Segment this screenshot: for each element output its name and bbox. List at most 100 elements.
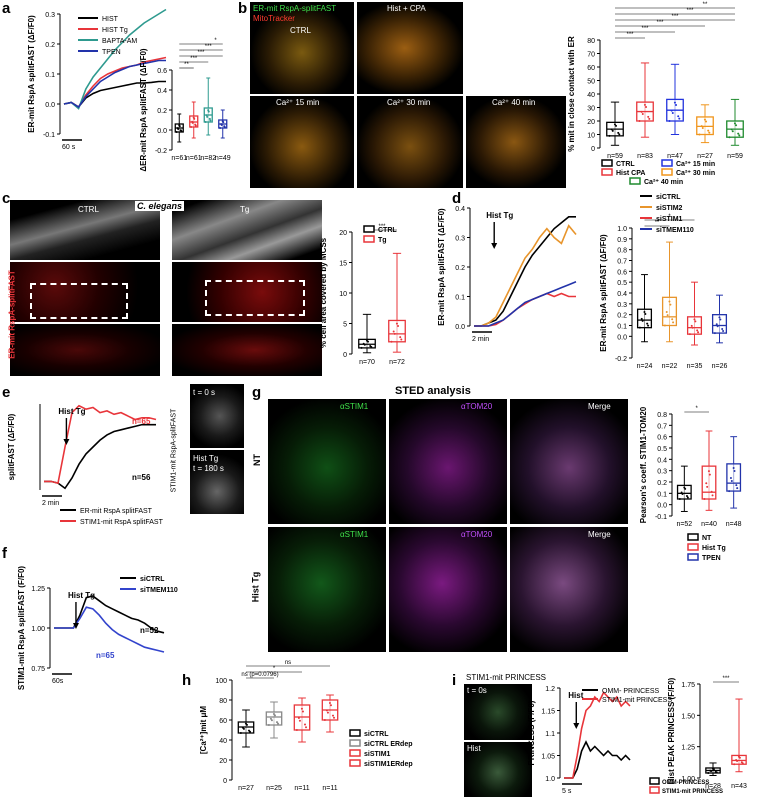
f-trace-ytick-label-0: 0.75 bbox=[31, 666, 45, 673]
h-box-point-2-3 bbox=[305, 726, 308, 729]
b-box-point-4-5 bbox=[733, 122, 736, 125]
g-box-legend-label-0: NT bbox=[702, 535, 712, 542]
h-box-point-3-1 bbox=[326, 711, 329, 714]
h-box-point-3-2 bbox=[329, 704, 332, 707]
a-box-sig-4: * bbox=[214, 38, 217, 44]
f-trace-legend-label-0: siCTRL bbox=[140, 576, 165, 583]
g-box-point-1-5 bbox=[707, 470, 710, 473]
g-box-box-2 bbox=[726, 463, 742, 492]
d-box-ytick-label-7: 0.6 bbox=[617, 269, 627, 276]
a-box-point-2-3 bbox=[209, 119, 212, 122]
panel-letter-c: c bbox=[2, 190, 11, 207]
d-box-ytick-label-1: 0.0 bbox=[617, 334, 627, 341]
e-trace-series-1 bbox=[44, 404, 157, 485]
e-trace-n-label-0: n=65 bbox=[132, 417, 151, 426]
b-image-ca-30: Ca²⁺ 30 min bbox=[357, 96, 463, 188]
d-box-box-1 bbox=[661, 296, 678, 327]
panel-letter-i: i bbox=[452, 672, 457, 689]
g-box-ytick-label-4: 0.3 bbox=[657, 469, 667, 476]
h-box-point-0-0 bbox=[239, 732, 242, 734]
h-box-legend-label-1: siCTRL ERdep bbox=[364, 741, 413, 748]
d-box-ytick-label-9: 0.8 bbox=[617, 248, 627, 255]
a-trace-ytick-label-3: 0.2 bbox=[45, 42, 55, 49]
i-trace-ytick-label-4: 1.2 bbox=[545, 686, 555, 693]
b-box-point-0-1 bbox=[611, 129, 614, 132]
h-box-point-0-4 bbox=[241, 726, 244, 729]
c-roi-ctrl bbox=[30, 283, 128, 319]
d-box-ytick-label-3: 0.2 bbox=[617, 313, 627, 320]
d-box-point-3-0 bbox=[713, 332, 716, 335]
b-box-point-4-1 bbox=[731, 130, 734, 133]
i-trace-ytick-label-0: 1.0 bbox=[545, 776, 555, 783]
e-trace-ylabel: splitFAST (ΔF/F0) bbox=[7, 413, 16, 480]
a-trace-legend-label-1: HIST Tg bbox=[102, 27, 128, 34]
a-box-n-label-2: n=82 bbox=[200, 155, 216, 162]
h-box-ytick-label-5: 100 bbox=[215, 678, 227, 685]
a-box-point-0-6 bbox=[179, 129, 182, 132]
h-box-point-3-5 bbox=[328, 702, 331, 704]
h-box-ytick-label-1: 20 bbox=[219, 758, 227, 765]
g-box-point-1-6 bbox=[710, 490, 713, 493]
g-box-ytick-label-8: 0.7 bbox=[657, 423, 667, 430]
b-box-point-4-4 bbox=[730, 128, 733, 131]
d-box-point-1-4 bbox=[665, 310, 668, 313]
b-image-ca-15: Ca²⁺ 15 min bbox=[250, 96, 354, 188]
b-box-legend-label-0: CTRL bbox=[616, 161, 635, 168]
i-image-title: STIM1-mit PRINCESS bbox=[466, 673, 547, 682]
h-box-point-2-2 bbox=[301, 710, 304, 713]
b-box-point-3-6 bbox=[707, 129, 710, 132]
a-trace-scale-label: 60 s bbox=[62, 144, 76, 151]
c-header-tg: Tg bbox=[240, 205, 250, 214]
g-box-point-1-4 bbox=[705, 482, 708, 485]
a-box-sig-0: ** bbox=[184, 62, 189, 68]
d-box-ytick-label-8: 0.7 bbox=[617, 259, 627, 266]
h-box-legend-label-3: siSTIM1ERdep bbox=[364, 761, 413, 768]
h-box-point-2-5 bbox=[300, 707, 303, 710]
c-box-n-label-0: n=70 bbox=[359, 359, 375, 366]
b-box-point-1-6 bbox=[647, 115, 650, 118]
h-box-point-1-1 bbox=[270, 719, 273, 722]
e-trace-scale-label: 2 min bbox=[42, 500, 59, 507]
e-trace-legend-label-1: STIM1-mit RspA splitFAST bbox=[80, 519, 164, 526]
b-box-ytick-label-5: 50 bbox=[587, 79, 595, 86]
g-box-point-2-4 bbox=[729, 477, 732, 480]
i-box-point-1-0 bbox=[733, 763, 736, 766]
g-box-point-1-1 bbox=[706, 485, 709, 488]
b-box-sig-5: ** bbox=[703, 2, 708, 8]
h-box-point-2-1 bbox=[298, 719, 301, 722]
a-trace-ytick-label-2: 0.1 bbox=[45, 72, 55, 79]
g-box-ytick-label-5: 0.4 bbox=[657, 457, 667, 464]
c-box-ytick-label-4: 20 bbox=[339, 230, 347, 237]
h-box-point-0-5 bbox=[244, 722, 247, 725]
a-box-sig-2: *** bbox=[197, 50, 205, 56]
g-box-legend-swatch-0 bbox=[687, 533, 699, 541]
d-trace-annotation: Hist Tg bbox=[486, 211, 513, 220]
i-trace-ytick-label-3: 1.15 bbox=[541, 709, 555, 716]
f-trace-ylabel: STIM1-mit RspA splitFAST (F/F0) bbox=[17, 566, 26, 690]
f-trace-ytick-label-2: 1.25 bbox=[31, 586, 45, 593]
c-box-legend-label-1: Tg bbox=[378, 237, 387, 244]
g-box-ytick-label-3: 0.2 bbox=[657, 480, 667, 487]
d-box-point-3-6 bbox=[721, 328, 724, 331]
e-trace-legend-label-0: ER-mit RspA splitFAST bbox=[80, 508, 153, 515]
g-box-sig-0: * bbox=[695, 406, 698, 412]
d-box-point-2-4 bbox=[690, 324, 693, 327]
g-box-n-label-2: n=48 bbox=[726, 521, 742, 528]
g-box-ylabel: Pearson's coeff. STIM1-TOM20 bbox=[639, 406, 648, 523]
i-image-hist: Hist bbox=[464, 742, 532, 797]
c-box-ytick-label-2: 10 bbox=[339, 291, 347, 298]
b-box-legend-label-1: Hist CPA bbox=[616, 170, 645, 177]
g-box-point-0-6 bbox=[685, 495, 688, 498]
b-box-n-label-3: n=27 bbox=[697, 153, 713, 160]
i-trace-legend-label-1: STIM1-mit PRINCESS bbox=[602, 697, 672, 704]
h-box-ytick-label-0: 0 bbox=[223, 778, 227, 785]
d-box-point-1-0 bbox=[663, 324, 666, 327]
i-trace-ytick-label-1: 1.05 bbox=[541, 754, 555, 761]
h-box-point-3-4 bbox=[325, 709, 328, 712]
b-box-ytick-label-0: 0 bbox=[591, 146, 595, 153]
g-box-point-2-6 bbox=[735, 484, 738, 487]
d-trace-ytick-label-0: 0.0 bbox=[455, 324, 465, 331]
d-box-ylabel: ER-mit RspA splitFAST (ΔF/F0) bbox=[599, 234, 608, 352]
c-box-point-1-5 bbox=[395, 322, 398, 325]
